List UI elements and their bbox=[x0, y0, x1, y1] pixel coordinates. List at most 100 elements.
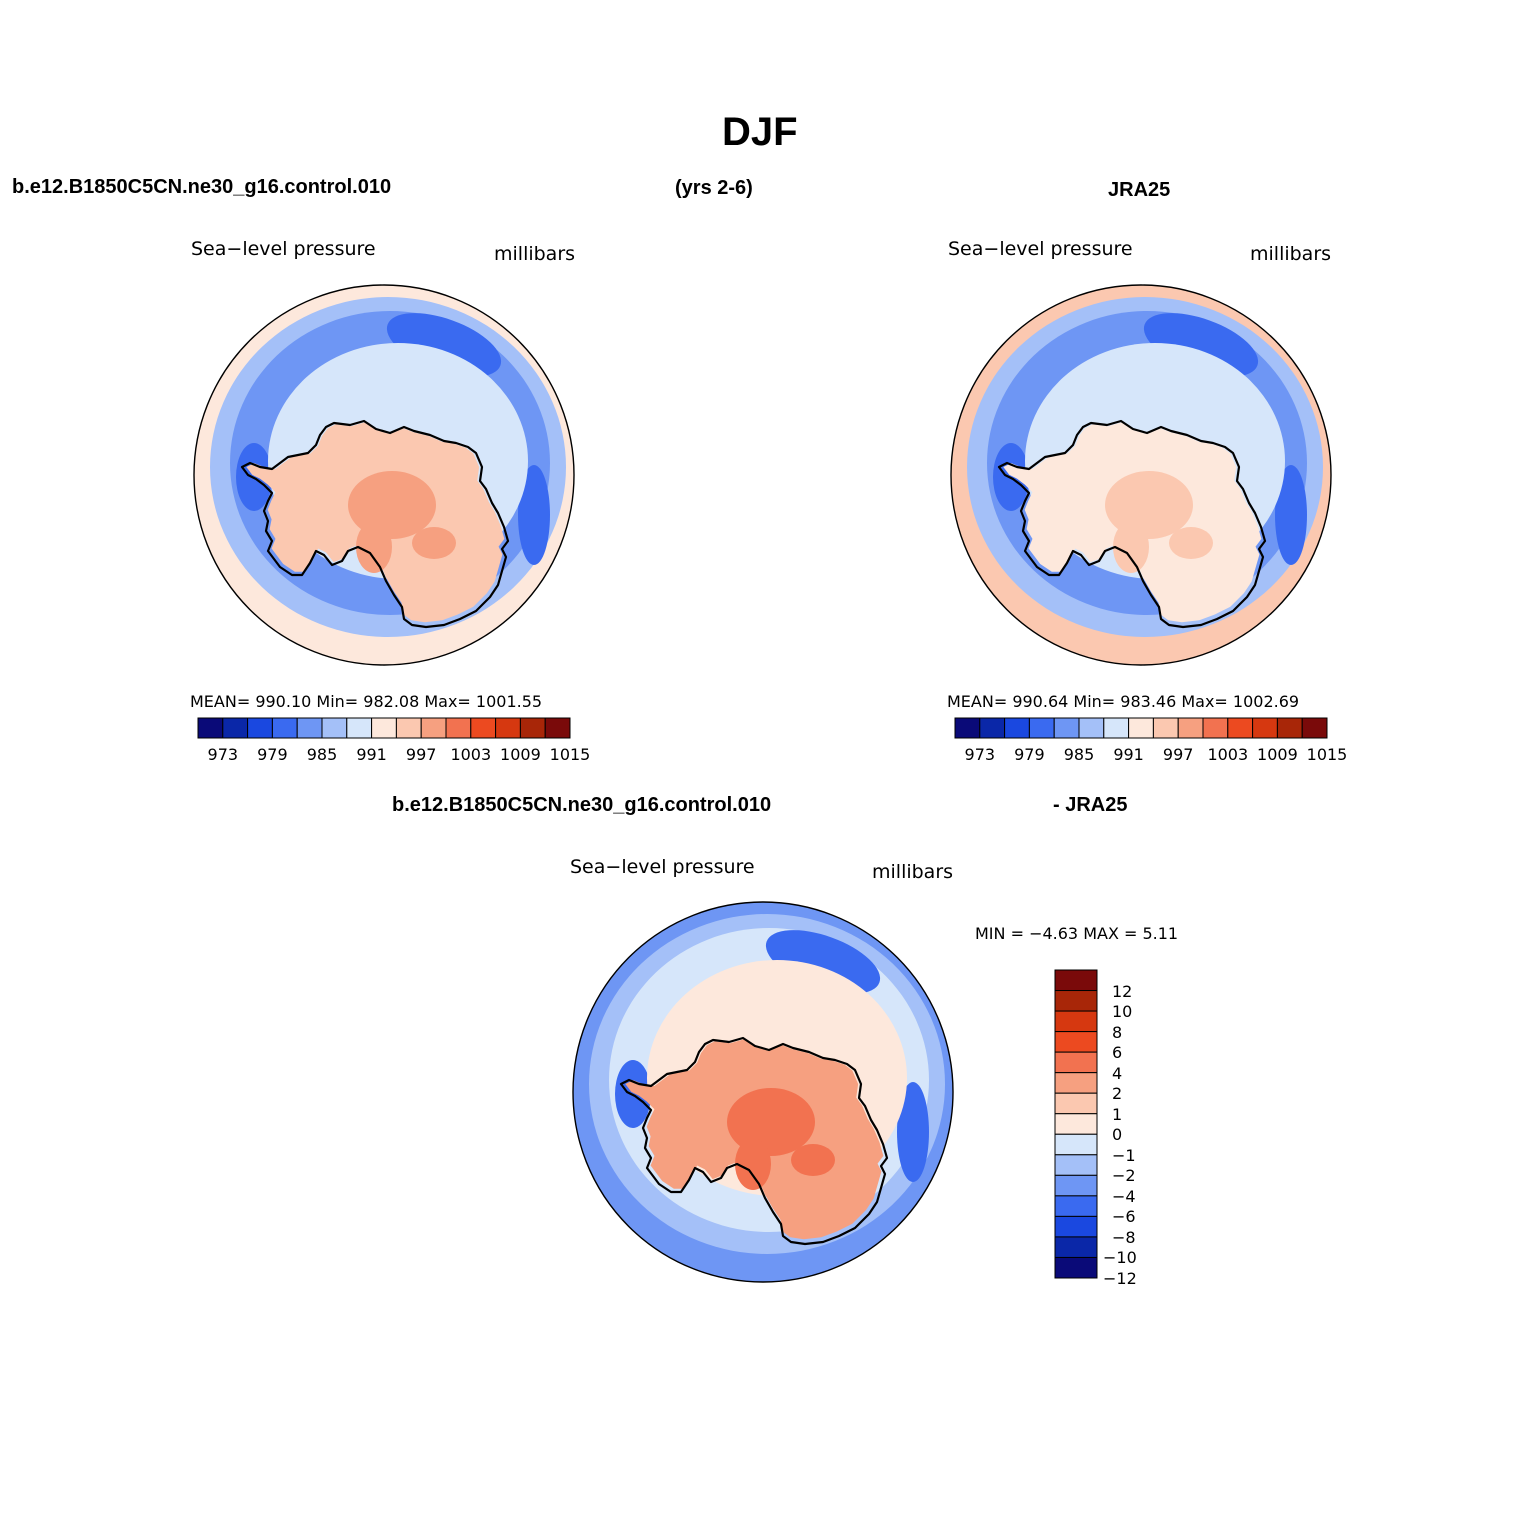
map-fill-model bbox=[194, 285, 574, 665]
colorbar-box bbox=[1301, 717, 1328, 739]
colorbar-box bbox=[1054, 1031, 1098, 1053]
colorbar-box bbox=[470, 717, 497, 739]
colorbar-tick-label: 1003 bbox=[1207, 745, 1249, 764]
panel-model-polar-map bbox=[193, 284, 575, 666]
colorbar-box bbox=[445, 717, 472, 739]
colorbar-tick-label: 985 bbox=[306, 745, 338, 764]
colorbar-box bbox=[247, 717, 273, 739]
colorbar-box bbox=[1054, 990, 1098, 1012]
colorbar-box bbox=[495, 717, 521, 739]
panel-model-stats: MEAN= 990.10 Min= 982.08 Max= 1001.55 bbox=[190, 692, 543, 711]
colorbar-box bbox=[1054, 1256, 1098, 1279]
colorbar-box bbox=[1103, 717, 1130, 739]
colorbar-tick-label: 979 bbox=[1014, 745, 1045, 764]
colorbar-box bbox=[1054, 1010, 1098, 1033]
colorbar-tick-label: 973 bbox=[207, 745, 239, 764]
colorbar-tick-label: −6 bbox=[1112, 1207, 1136, 1227]
colorbar-tick-label: 1009 bbox=[500, 745, 541, 764]
colorbar-box bbox=[1054, 969, 1098, 992]
colorbar-tick-label: 10 bbox=[1112, 1002, 1133, 1022]
colorbar-tick-label: −1 bbox=[1112, 1145, 1136, 1165]
colorbar-tick-label: −12 bbox=[1103, 1269, 1137, 1288]
panel-diff-variable: Sea−level pressure bbox=[570, 856, 755, 878]
colorbar-box bbox=[1128, 717, 1154, 739]
colorbar-tick-label: 8 bbox=[1112, 1022, 1123, 1042]
panel-obs-polar-map bbox=[950, 284, 1332, 666]
colorbar-box bbox=[420, 717, 447, 739]
colorbar-tick-label: 12 bbox=[1112, 981, 1133, 1001]
colorbar-box bbox=[371, 717, 397, 739]
colorbar-box bbox=[1054, 1215, 1098, 1238]
colorbar-box bbox=[1054, 1072, 1098, 1094]
colorbar-tick-label: −10 bbox=[1103, 1248, 1137, 1268]
colorbar-tick-label: 2 bbox=[1112, 1084, 1123, 1104]
panel-model-colorbar bbox=[197, 717, 571, 739]
panel-obs-stats: MEAN= 990.64 Min= 983.46 Max= 1002.69 bbox=[947, 692, 1300, 711]
colorbar-box bbox=[544, 717, 571, 739]
colorbar-box bbox=[346, 717, 373, 739]
colorbar-tick-label: 6 bbox=[1112, 1043, 1123, 1063]
colorbar-box bbox=[197, 717, 224, 739]
colorbar-tick-label: 979 bbox=[257, 745, 288, 764]
colorbar-box bbox=[1177, 717, 1204, 739]
colorbar-box bbox=[1078, 717, 1105, 739]
colorbar-tick-label: 1003 bbox=[450, 745, 492, 764]
case-name: b.e12.B1850C5CN.ne30_g16.control.010 bbox=[12, 176, 392, 198]
colorbar-tick-label: 0 bbox=[1112, 1125, 1123, 1145]
colorbar-box bbox=[519, 717, 546, 739]
colorbar-box bbox=[1054, 1092, 1098, 1115]
colorbar-tick-label: −2 bbox=[1112, 1166, 1136, 1186]
colorbar-tick-label: 973 bbox=[964, 745, 996, 764]
panel-diff-stats: MIN = −4.63 MAX = 5.11 bbox=[975, 924, 1179, 943]
colorbar-box bbox=[1053, 717, 1080, 739]
colorbar-box bbox=[954, 717, 981, 739]
panel-model-units: millibars bbox=[494, 243, 576, 265]
diff-obs-name: - JRA25 bbox=[1053, 794, 1128, 816]
colorbar-box bbox=[1054, 1236, 1098, 1258]
colorbar-box bbox=[222, 717, 249, 739]
colorbar-tick-label: 985 bbox=[1063, 745, 1095, 764]
colorbar-box bbox=[1054, 1133, 1098, 1156]
colorbar-tick-label: 997 bbox=[1162, 745, 1194, 764]
diff-case-name: b.e12.B1850C5CN.ne30_g16.control.010 bbox=[392, 794, 772, 816]
panel-model-variable: Sea−level pressure bbox=[191, 238, 376, 260]
colorbar-box bbox=[1202, 717, 1229, 739]
panel-obs-units: millibars bbox=[1250, 243, 1332, 265]
figure-title: DJF bbox=[722, 110, 798, 154]
colorbar-tick-label: 4 bbox=[1112, 1063, 1123, 1083]
colorbar-box bbox=[1252, 717, 1278, 739]
colorbar-box bbox=[1054, 1195, 1098, 1217]
years-label: (yrs 2-6) bbox=[675, 177, 753, 199]
colorbar-tick-label: 1 bbox=[1112, 1104, 1123, 1124]
colorbar-box bbox=[1054, 1051, 1098, 1074]
colorbar-box bbox=[1054, 1113, 1098, 1135]
map-fill-obs bbox=[951, 285, 1331, 665]
panel-diff-units: millibars bbox=[872, 861, 954, 883]
colorbar-box bbox=[1054, 1174, 1098, 1197]
colorbar-box bbox=[1054, 1154, 1098, 1176]
panel-diff-colorbar bbox=[1054, 969, 1098, 1279]
colorbar-box bbox=[979, 717, 1006, 739]
colorbar-tick-label: −4 bbox=[1112, 1186, 1136, 1206]
colorbar-box bbox=[271, 717, 298, 739]
colorbar-tick-label: 991 bbox=[1113, 745, 1144, 764]
colorbar-tick-label: 1009 bbox=[1257, 745, 1298, 764]
colorbar-tick-label: 991 bbox=[356, 745, 387, 764]
colorbar-box bbox=[296, 717, 323, 739]
colorbar-box bbox=[1028, 717, 1055, 739]
panel-obs-colorbar bbox=[954, 717, 1328, 739]
colorbar-box bbox=[1004, 717, 1030, 739]
colorbar-tick-label: 1015 bbox=[549, 745, 591, 764]
colorbar-box bbox=[1227, 717, 1254, 739]
colorbar-box bbox=[321, 717, 348, 739]
colorbar-box bbox=[395, 717, 422, 739]
colorbar-tick-label: 997 bbox=[405, 745, 437, 764]
panel-obs-variable: Sea−level pressure bbox=[948, 238, 1133, 260]
obs-name: JRA25 bbox=[1108, 179, 1171, 201]
panel-diff-polar-map bbox=[572, 901, 954, 1283]
map-fill-diff bbox=[573, 902, 953, 1282]
colorbar-box bbox=[1276, 717, 1303, 739]
colorbar-tick-label: 1015 bbox=[1306, 745, 1348, 764]
colorbar-tick-label: −8 bbox=[1112, 1227, 1136, 1247]
colorbar-box bbox=[1152, 717, 1179, 739]
